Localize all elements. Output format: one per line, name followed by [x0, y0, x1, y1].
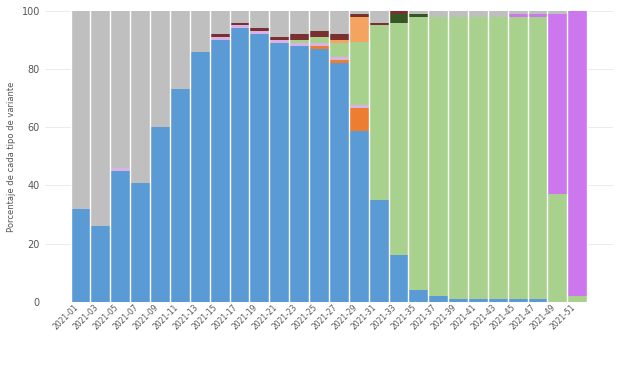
Bar — [389, 14, 409, 22]
Bar — [229, 28, 249, 302]
Bar — [488, 299, 508, 302]
Bar — [448, 11, 468, 17]
Bar — [329, 34, 349, 40]
Bar — [71, 11, 91, 209]
Bar — [349, 42, 369, 105]
Bar — [329, 11, 349, 34]
Bar — [190, 11, 210, 52]
Bar — [409, 11, 428, 14]
Bar — [210, 40, 229, 302]
Bar — [110, 11, 130, 168]
Bar — [369, 25, 389, 200]
Bar — [91, 11, 110, 226]
Bar — [448, 299, 468, 302]
Bar — [130, 183, 150, 302]
Bar — [528, 17, 547, 299]
Bar — [349, 131, 369, 302]
Bar — [329, 63, 349, 302]
Bar — [369, 200, 389, 302]
Bar — [369, 22, 389, 25]
Bar — [309, 11, 329, 31]
Bar — [210, 11, 229, 34]
Bar — [110, 168, 130, 171]
Bar — [567, 296, 587, 302]
Bar — [170, 11, 190, 89]
Bar — [91, 226, 110, 302]
Bar — [448, 17, 468, 299]
Bar — [309, 49, 329, 302]
Bar — [488, 17, 508, 299]
Bar — [269, 11, 289, 37]
Bar — [329, 57, 349, 60]
Bar — [508, 17, 528, 299]
Bar — [289, 40, 309, 43]
Bar — [150, 11, 170, 127]
Bar — [349, 14, 369, 17]
Bar — [508, 11, 528, 14]
Bar — [528, 299, 547, 302]
Bar — [389, 255, 409, 302]
Bar — [409, 17, 428, 290]
Bar — [309, 46, 329, 49]
Bar — [349, 11, 369, 14]
Bar — [269, 43, 289, 302]
Bar — [289, 46, 309, 302]
Bar — [428, 11, 448, 17]
Bar — [229, 25, 249, 28]
Bar — [409, 290, 428, 302]
Bar — [249, 31, 269, 34]
Bar — [528, 14, 547, 17]
Bar — [468, 17, 488, 299]
Bar — [190, 52, 210, 302]
Bar — [309, 37, 329, 43]
Bar — [468, 299, 488, 302]
Bar — [269, 40, 289, 43]
Bar — [389, 22, 409, 255]
Bar — [249, 11, 269, 28]
Bar — [71, 209, 91, 302]
Bar — [329, 40, 349, 43]
Bar — [329, 60, 349, 63]
Bar — [508, 299, 528, 302]
Bar — [547, 194, 567, 302]
Bar — [289, 34, 309, 40]
Bar — [229, 22, 249, 25]
Bar — [309, 43, 329, 46]
Bar — [468, 11, 488, 17]
Bar — [547, 14, 567, 194]
Bar — [249, 34, 269, 302]
Bar — [289, 43, 309, 46]
Bar — [249, 28, 269, 31]
Bar — [428, 17, 448, 296]
Bar — [229, 11, 249, 22]
Bar — [428, 296, 448, 302]
Bar — [329, 43, 349, 57]
Bar — [289, 11, 309, 34]
Bar — [389, 11, 409, 14]
Bar — [130, 11, 150, 183]
Bar — [150, 127, 170, 302]
Bar — [110, 171, 130, 302]
Bar — [369, 11, 389, 22]
Bar — [210, 37, 229, 40]
Bar — [567, 11, 587, 296]
Bar — [210, 34, 229, 37]
Bar — [488, 11, 508, 17]
Bar — [269, 37, 289, 40]
Bar — [508, 14, 528, 17]
Bar — [349, 105, 369, 108]
Bar — [409, 14, 428, 17]
Bar — [349, 108, 369, 131]
Bar — [170, 89, 190, 302]
Bar — [349, 17, 369, 42]
Bar — [547, 11, 567, 14]
Bar — [309, 31, 329, 37]
Y-axis label: Porcentaje de cada tipo de variante: Porcentaje de cada tipo de variante — [7, 81, 16, 231]
Bar — [528, 11, 547, 14]
